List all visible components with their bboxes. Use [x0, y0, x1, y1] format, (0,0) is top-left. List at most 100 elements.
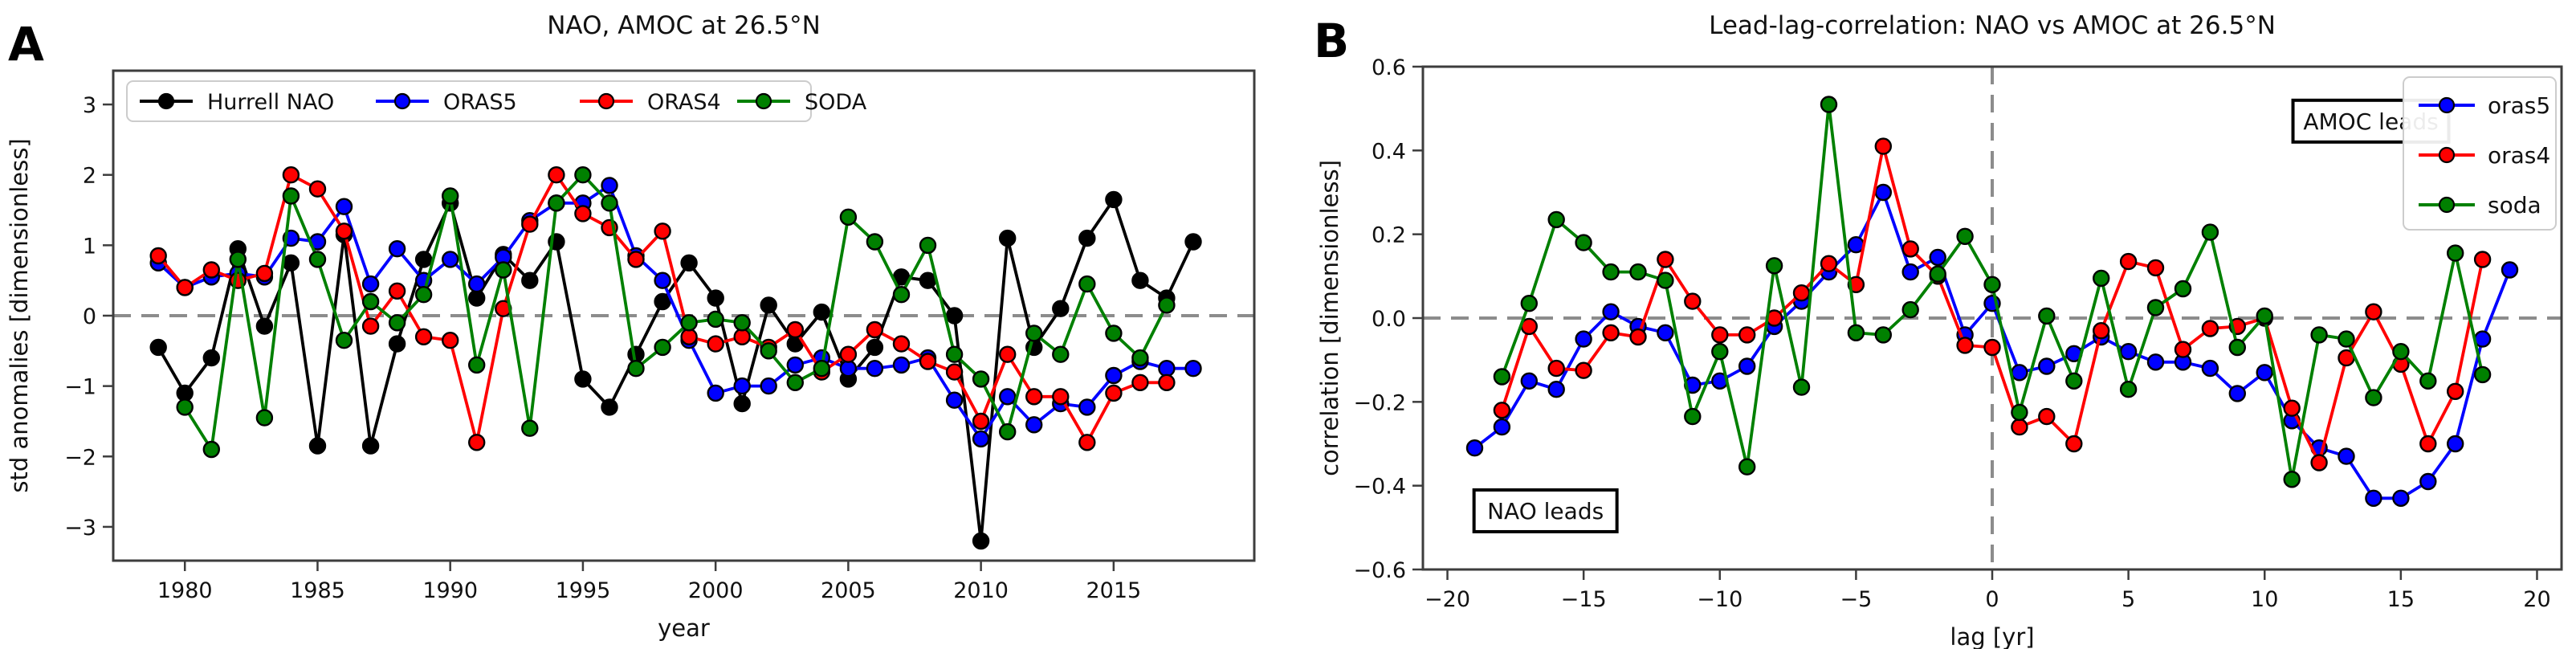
data-point	[2338, 330, 2355, 348]
axes-frame	[1421, 65, 2563, 571]
data-point	[2365, 389, 2382, 406]
data-point	[1105, 324, 1123, 342]
legend-item-oras5: ORAS5	[376, 90, 517, 115]
data-point	[627, 251, 645, 268]
series-oras4	[1493, 137, 2492, 471]
data-point	[1792, 284, 1811, 302]
data-point	[1629, 328, 1647, 346]
data-point	[2174, 280, 2192, 298]
y-tick-label: −3	[64, 516, 96, 541]
data-point	[760, 342, 777, 360]
data-point	[1820, 96, 1838, 113]
y-tick-label: 0.6	[1372, 55, 1406, 80]
panel-b-title: Lead-lag-correlation: NAO vs AMOC at 26.…	[1709, 11, 2276, 40]
data-point	[839, 360, 858, 378]
x-tick-label: 2010	[953, 578, 1009, 603]
data-point	[654, 271, 671, 289]
x-axis-label: lag [yr]	[1950, 623, 2034, 649]
data-point	[1078, 398, 1096, 416]
data-point	[202, 440, 220, 459]
data-point	[1465, 439, 1484, 457]
legend-item-soda: soda	[2419, 192, 2541, 218]
x-tick-label: 2000	[688, 578, 744, 603]
data-point	[1874, 183, 1893, 202]
y-tick-label: 2	[83, 164, 96, 189]
legend-label: SODA	[805, 90, 867, 115]
data-point	[1493, 402, 1511, 419]
data-point	[2201, 359, 2219, 378]
data-point	[866, 233, 884, 251]
data-point	[998, 422, 1017, 441]
data-point	[1983, 338, 2001, 357]
data-point	[2146, 299, 2165, 316]
x-tick-label: −15	[1561, 587, 1607, 612]
data-point	[733, 328, 751, 345]
data-point	[1684, 407, 1702, 426]
data-point	[574, 370, 592, 388]
data-point	[495, 261, 512, 279]
data-point	[786, 320, 804, 339]
data-point	[1602, 324, 1620, 341]
y-tick-label: −0.6	[1353, 558, 1406, 583]
data-point	[388, 314, 406, 332]
data-point	[654, 222, 671, 240]
data-point	[1684, 292, 1702, 310]
legend-sample-marker	[393, 92, 411, 110]
data-point	[1657, 271, 1674, 289]
x-tick-label: 1980	[157, 578, 213, 603]
data-point	[945, 391, 964, 409]
data-point	[945, 307, 964, 324]
y-tick-label: −0.2	[1353, 390, 1406, 415]
data-point	[2446, 435, 2464, 453]
data-point	[2065, 372, 2083, 390]
series-line	[157, 184, 1193, 441]
series-oras5	[149, 177, 1202, 448]
data-point	[1874, 326, 1893, 344]
data-point	[733, 314, 751, 332]
data-point	[972, 370, 990, 388]
panel-a-title: NAO, AMOC at 26.5°N	[547, 11, 821, 40]
data-point	[1738, 357, 1756, 375]
data-point	[2392, 489, 2410, 507]
data-point	[1025, 324, 1043, 342]
data-point	[548, 165, 565, 184]
data-point	[574, 165, 592, 184]
y-tick-label: 0.2	[1372, 223, 1406, 248]
legend-label: ORAS5	[443, 90, 517, 115]
data-point	[1792, 378, 1811, 396]
data-point	[919, 271, 937, 289]
data-point	[2256, 307, 2273, 325]
data-point	[2119, 252, 2138, 271]
data-point	[1131, 349, 1149, 367]
data-point	[998, 388, 1017, 406]
data-point	[1547, 210, 1565, 229]
data-point	[919, 236, 937, 255]
data-point	[1547, 359, 1565, 378]
data-point	[2092, 322, 2110, 340]
data-point	[1547, 381, 1565, 398]
data-point	[2365, 303, 2382, 320]
data-point	[2310, 454, 2328, 471]
legend-sample-marker	[2438, 146, 2456, 164]
data-point	[1493, 368, 1511, 386]
y-tick-label: 0	[83, 304, 96, 329]
data-point	[1929, 248, 1946, 267]
data-point	[1131, 373, 1149, 391]
data-point	[1052, 345, 1070, 363]
data-point	[1575, 234, 1592, 251]
data-point	[2338, 447, 2355, 465]
data-point	[202, 349, 220, 367]
legend-box	[126, 80, 812, 122]
data-point	[2419, 435, 2437, 453]
data-point	[680, 328, 698, 345]
data-point	[1025, 388, 1043, 406]
data-point	[1738, 326, 1756, 344]
data-point	[1184, 360, 1202, 378]
data-point	[654, 292, 671, 311]
data-point	[1711, 343, 1729, 361]
data-point	[1929, 265, 1946, 283]
data-point	[202, 261, 220, 279]
data-point	[255, 409, 274, 427]
